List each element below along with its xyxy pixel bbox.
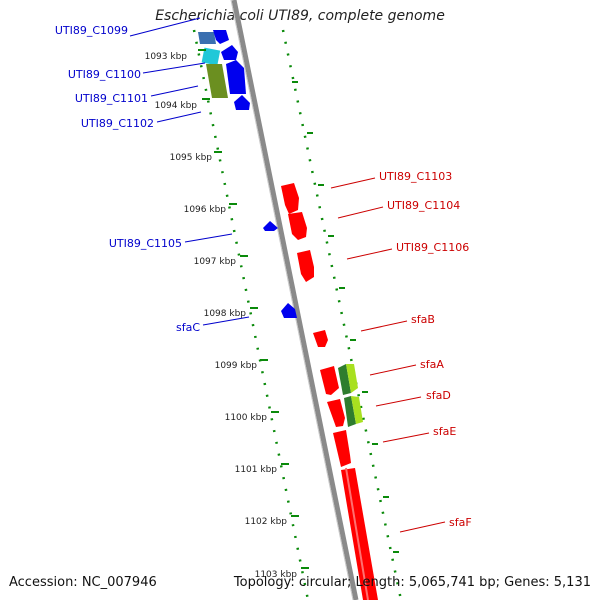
tick-1101kbp: 1101 kbp [235, 463, 289, 475]
leader-sfaC [202, 316, 250, 326]
inner-guide-track [192, 29, 310, 600]
leader-sfaD [375, 396, 422, 407]
tick-1095kbp: 1095 kbp [170, 151, 222, 163]
label-sfaA[interactable]: sfaA [420, 358, 444, 371]
tick-label-1099kbp: 1099 kbp [215, 361, 258, 371]
gene-sfaB [313, 330, 328, 347]
label-UTI89_C1104[interactable]: UTI89_C1104 [387, 199, 460, 212]
label-UTI89_C1102[interactable]: UTI89_C1102 [81, 117, 154, 130]
tick-1099kbp: 1099 kbp [215, 359, 268, 371]
label-UTI89_C1106[interactable]: UTI89_C1106 [396, 241, 469, 254]
label-sfaB[interactable]: sfaB [411, 313, 435, 326]
gene-sfaD [327, 399, 345, 427]
gene-UTI89_C1100-block [201, 47, 221, 66]
gene-sfaD-green-dark [344, 396, 356, 427]
tick-label-1101kbp: 1101 kbp [235, 465, 278, 475]
gene-sfaA [320, 366, 339, 395]
gene-sfaA-green-dark [338, 364, 351, 395]
leader-UTI89_C1104 [337, 206, 384, 219]
tick-label-1096kbp: 1096 kbp [184, 205, 227, 215]
gene-UTI89_C1099-b [213, 30, 229, 44]
leader-sfaA [369, 364, 417, 376]
tick-label-1094kbp: 1094 kbp [155, 101, 198, 111]
gene-UTI89_C1100-arrow [221, 45, 238, 60]
label-UTI89_C1105[interactable]: UTI89_C1105 [109, 237, 182, 250]
leader-UTI89_C1106 [346, 248, 393, 260]
gene-sfaE [333, 430, 351, 467]
tick-label-1098kbp: 1098 kbp [204, 309, 247, 319]
leader-UTI89_C1101 [150, 85, 199, 97]
gene-sfaD-green-light [351, 396, 363, 424]
gene-UTI89_C1101-block [206, 64, 228, 98]
gene-sfaC [281, 303, 297, 318]
leader-UTI89_C1102 [156, 111, 202, 123]
accession-text: Accession: NC_007946 [9, 575, 157, 590]
tick-1097kbp: 1097 kbp [194, 255, 248, 267]
outer-track-ticks [292, 81, 399, 553]
outer-guide-track [281, 29, 403, 600]
tick-1096kbp: 1096 kbp [184, 203, 237, 215]
tick-label-1093kbp: 1093 kbp [145, 52, 188, 62]
label-UTI89_C1103[interactable]: UTI89_C1103 [379, 170, 452, 183]
genome-summary-text: Topology: circular; Length: 5,065,741 bp… [233, 575, 591, 590]
tick-label-1100kbp: 1100 kbp [225, 413, 268, 423]
leader-UTI89_C1099 [129, 17, 201, 37]
label-sfaF[interactable]: sfaF [449, 516, 472, 529]
map-title: Escherichia coli UTI89, complete genome [155, 8, 445, 24]
gene-UTI89_C1099-a [198, 32, 216, 44]
tick-label-1103kbp: 1103 kbp [255, 570, 298, 580]
tick-1100kbp: 1100 kbp [225, 411, 279, 423]
leader-UTI89_C1103 [330, 177, 376, 189]
label-sfaE[interactable]: sfaE [433, 425, 456, 438]
genome-backbone [231, 0, 359, 600]
gene-UTI89_C1102 [234, 95, 250, 110]
label-UTI89_C1100[interactable]: UTI89_C1100 [68, 68, 141, 81]
gene-sfaF-highlight [345, 467, 369, 600]
leader-UTI89_C1100 [142, 62, 206, 74]
tick-1103kbp: 1103 kbp [255, 567, 309, 580]
leader-sfaF [399, 521, 446, 533]
gene-sfaF [341, 468, 378, 600]
leader-sfaE [382, 432, 430, 443]
gene-UTI89_C1101-arrow [226, 60, 246, 94]
gene-sfaA-green-light [346, 364, 358, 393]
backbone-highlight [230, 0, 354, 600]
tick-1098kbp: 1098 kbp [204, 307, 258, 319]
tick-1102kbp: 1102 kbp [245, 515, 299, 527]
tick-label-1097kbp: 1097 kbp [194, 257, 237, 267]
leader-sfaB [360, 320, 408, 332]
leader-UTI89_C1105 [184, 233, 233, 243]
tick-1094kbp: 1094 kbp [155, 98, 210, 111]
label-UTI89_C1101[interactable]: UTI89_C1101 [75, 92, 148, 105]
label-sfaD[interactable]: sfaD [426, 389, 451, 402]
label-UTI89_C1099[interactable]: UTI89_C1099 [55, 24, 128, 37]
label-sfaC[interactable]: sfaC [176, 321, 200, 334]
gene-UTI89_C1103 [281, 183, 299, 214]
gene-UTI89_C1106 [297, 250, 314, 282]
gene-UTI89_C1104 [288, 212, 307, 240]
gene-UTI89_C1105 [263, 221, 278, 231]
tick-label-1095kbp: 1095 kbp [170, 153, 213, 163]
tick-label-1102kbp: 1102 kbp [245, 517, 288, 527]
tick-1093kbp: 1093 kbp [145, 49, 206, 62]
